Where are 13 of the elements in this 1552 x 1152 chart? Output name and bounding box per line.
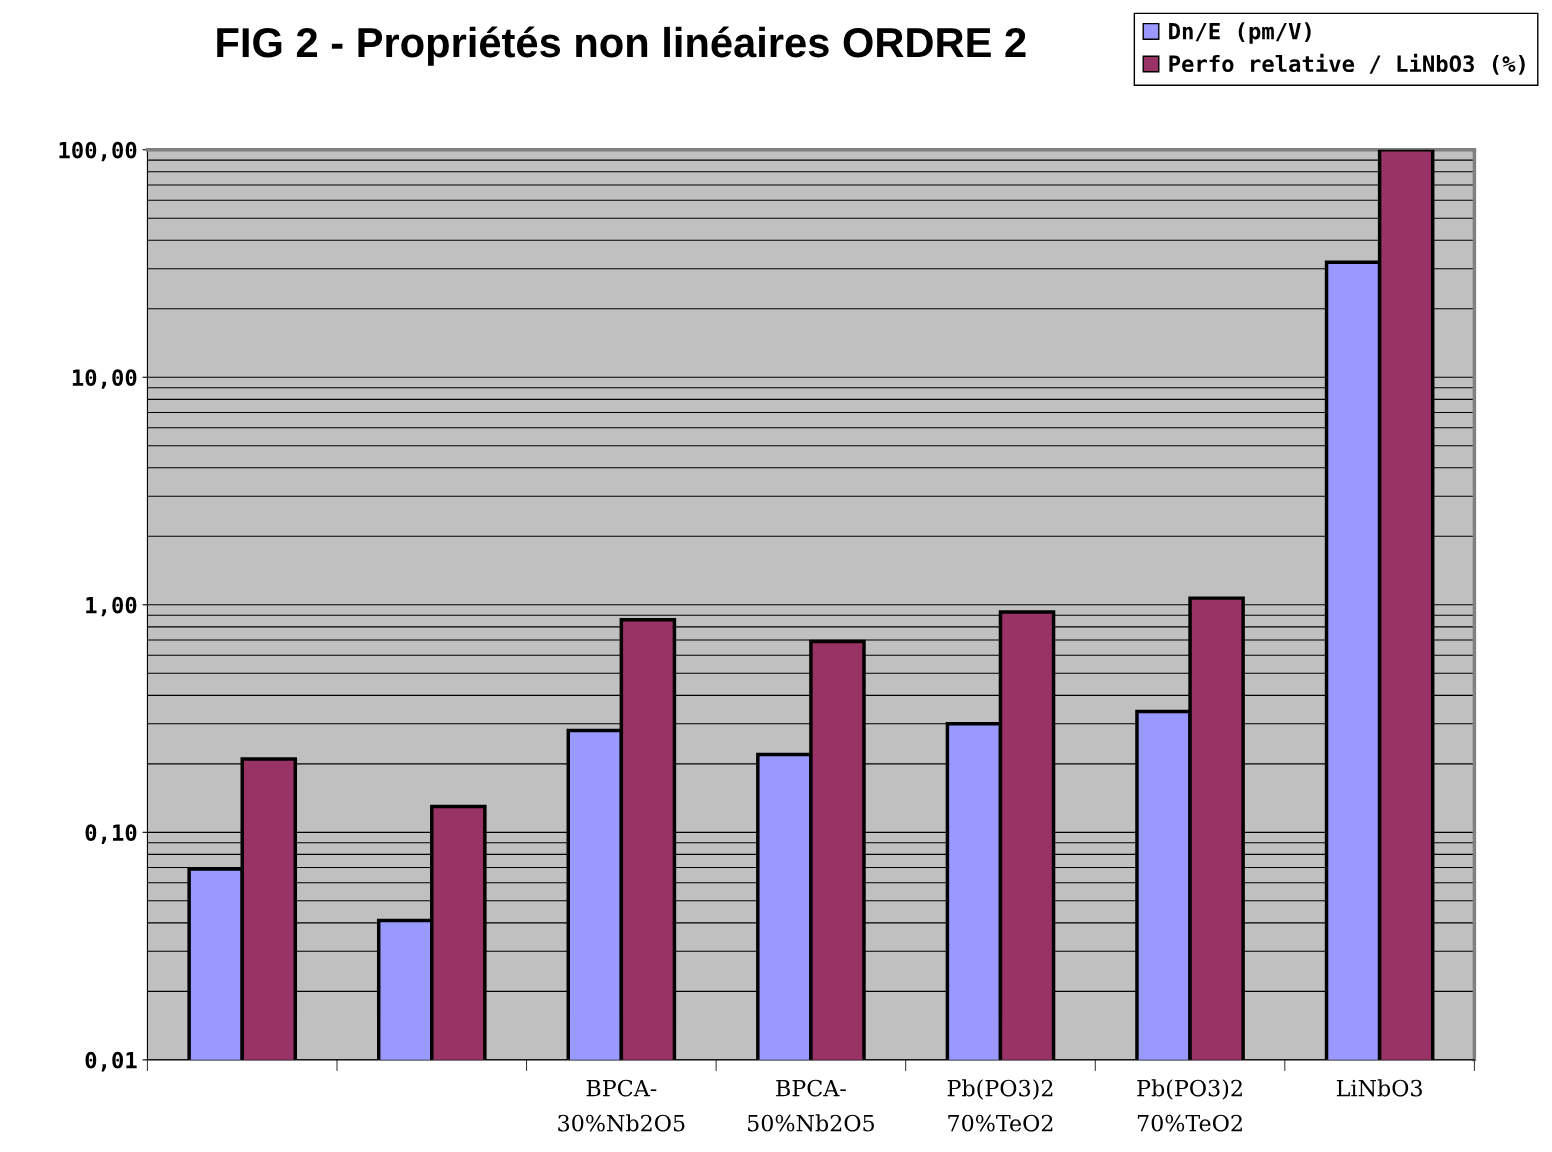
y-tick-label: 1,00 <box>86 596 137 617</box>
x-tick-label: BPCA- 50%Nb2O5 <box>748 1079 874 1132</box>
x-tick-label: BPCA- 30%Nb2O5 <box>558 1079 685 1132</box>
x-tick-label: Pb(PO3)2 70%TeO2 <box>1137 1079 1242 1132</box>
x-tick-label: Pb(PO3)2 70%TeO2 <box>947 1079 1053 1132</box>
x-tick-label: LiNbO3 <box>1336 1079 1422 1097</box>
legend-label: Dn/E (pm/V) <box>1169 22 1311 44</box>
legend-label: Perfo relative / LiNbO3 (%) <box>1169 53 1525 75</box>
chart-title: FIG 2 - Propriétés non linéaires ORDRE 2 <box>217 26 1026 66</box>
y-tick-label: 0,01 <box>85 1051 137 1072</box>
y-tick-label: 100,00 <box>59 141 137 162</box>
y-tick-label: 10,00 <box>72 369 137 389</box>
y-tick-label: 0,10 <box>85 824 137 844</box>
